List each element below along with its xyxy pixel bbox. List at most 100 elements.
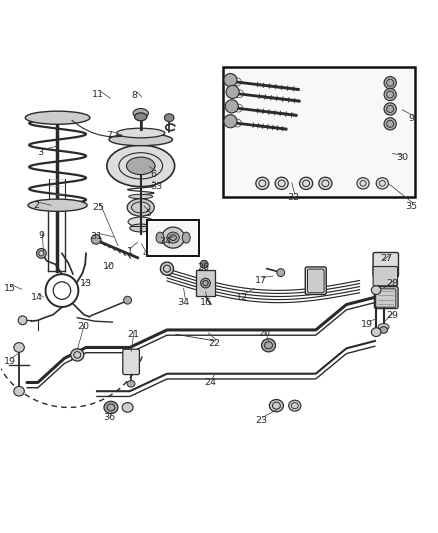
Ellipse shape (128, 217, 153, 227)
Ellipse shape (383, 118, 396, 130)
Ellipse shape (28, 199, 87, 212)
Ellipse shape (36, 248, 46, 258)
Ellipse shape (18, 316, 27, 325)
Text: 27: 27 (380, 254, 392, 263)
Text: 29: 29 (385, 311, 397, 320)
Ellipse shape (182, 232, 190, 243)
Text: 36: 36 (103, 413, 115, 422)
Ellipse shape (166, 232, 179, 243)
Ellipse shape (371, 328, 380, 336)
Ellipse shape (255, 177, 268, 189)
Ellipse shape (379, 327, 387, 333)
Ellipse shape (261, 338, 275, 352)
Text: 19: 19 (4, 358, 16, 366)
Text: 3: 3 (37, 148, 43, 157)
Ellipse shape (155, 232, 163, 243)
Ellipse shape (126, 157, 155, 175)
FancyBboxPatch shape (304, 267, 325, 295)
Bar (147, 220, 198, 255)
Ellipse shape (124, 296, 131, 304)
Ellipse shape (383, 77, 396, 89)
Text: 17: 17 (254, 276, 266, 285)
Text: 33: 33 (150, 182, 162, 191)
Ellipse shape (226, 85, 239, 99)
Ellipse shape (223, 115, 237, 128)
Text: 16: 16 (199, 298, 211, 307)
Ellipse shape (25, 111, 90, 124)
FancyBboxPatch shape (372, 266, 397, 286)
Ellipse shape (225, 100, 238, 113)
Text: 23: 23 (254, 416, 267, 425)
Text: 5: 5 (145, 209, 151, 219)
Text: 8: 8 (131, 91, 137, 100)
Text: 15: 15 (4, 284, 16, 293)
Text: 26: 26 (196, 263, 208, 272)
FancyBboxPatch shape (307, 269, 323, 293)
Ellipse shape (375, 177, 388, 189)
Text: 20: 20 (258, 328, 269, 337)
Text: 28: 28 (385, 279, 397, 288)
FancyBboxPatch shape (123, 349, 139, 375)
Text: 21: 21 (127, 330, 138, 339)
Text: 10: 10 (103, 262, 115, 271)
Text: 4: 4 (142, 249, 148, 258)
Ellipse shape (275, 177, 288, 189)
Text: 35: 35 (404, 201, 416, 211)
Bar (223, 67, 414, 197)
FancyBboxPatch shape (372, 253, 398, 277)
Text: 9: 9 (38, 231, 44, 240)
Text: 7: 7 (106, 131, 112, 140)
Text: 1: 1 (127, 247, 132, 256)
Text: 25: 25 (92, 203, 104, 212)
Text: 6: 6 (150, 170, 155, 179)
Ellipse shape (276, 269, 284, 277)
Text: 13: 13 (80, 279, 92, 288)
Text: 11: 11 (92, 91, 104, 100)
Text: 34: 34 (159, 237, 170, 246)
Ellipse shape (288, 400, 300, 411)
Text: 9: 9 (407, 114, 413, 123)
Text: 12: 12 (236, 293, 248, 302)
Ellipse shape (200, 261, 208, 268)
Ellipse shape (356, 177, 368, 189)
Ellipse shape (14, 343, 24, 352)
Text: 30: 30 (396, 154, 407, 163)
Ellipse shape (128, 195, 152, 199)
Ellipse shape (223, 74, 237, 87)
Text: 32: 32 (286, 193, 298, 202)
Ellipse shape (161, 227, 184, 248)
Ellipse shape (127, 381, 135, 387)
Ellipse shape (133, 109, 148, 118)
Ellipse shape (109, 133, 172, 146)
Text: 14: 14 (31, 293, 42, 302)
Text: 2: 2 (33, 201, 39, 209)
Ellipse shape (269, 400, 283, 412)
Text: 22: 22 (208, 338, 220, 348)
Text: 34: 34 (177, 298, 189, 307)
FancyBboxPatch shape (375, 289, 395, 307)
Text: 31: 31 (90, 232, 102, 241)
Ellipse shape (71, 349, 84, 361)
Ellipse shape (299, 177, 312, 189)
Ellipse shape (117, 128, 164, 138)
Ellipse shape (377, 324, 388, 330)
Ellipse shape (126, 164, 155, 169)
Ellipse shape (160, 262, 173, 275)
Ellipse shape (134, 113, 147, 121)
Text: 20: 20 (77, 322, 89, 332)
Ellipse shape (91, 235, 101, 244)
Ellipse shape (383, 103, 396, 115)
Ellipse shape (14, 386, 24, 396)
Text: 24: 24 (203, 378, 215, 387)
Ellipse shape (164, 114, 173, 122)
Ellipse shape (371, 286, 380, 295)
Ellipse shape (383, 88, 396, 101)
Ellipse shape (106, 145, 174, 187)
Ellipse shape (122, 402, 133, 412)
Ellipse shape (127, 199, 154, 216)
Ellipse shape (104, 401, 118, 414)
Bar (195, 270, 215, 296)
Ellipse shape (130, 224, 151, 232)
Text: 19: 19 (360, 320, 373, 329)
Ellipse shape (318, 177, 331, 189)
